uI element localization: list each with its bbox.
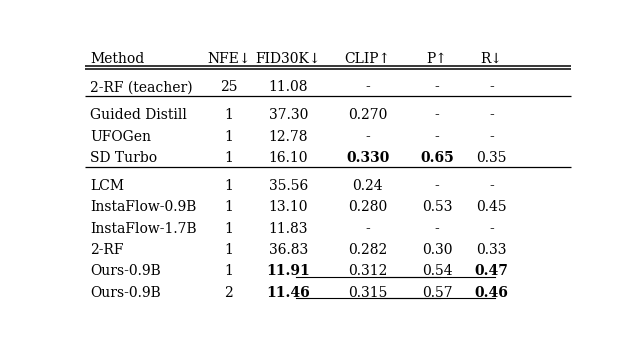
Text: 11.46: 11.46 (266, 286, 310, 300)
Text: 1: 1 (225, 151, 233, 165)
Text: 1: 1 (225, 264, 233, 278)
Text: CLIP↑: CLIP↑ (344, 52, 391, 66)
Text: 0.270: 0.270 (348, 108, 387, 122)
Text: InstaFlow-0.9B: InstaFlow-0.9B (90, 200, 196, 214)
Text: 0.315: 0.315 (348, 286, 387, 300)
Text: 0.330: 0.330 (346, 151, 389, 165)
Text: 36.83: 36.83 (269, 243, 308, 257)
Text: NFE↓: NFE↓ (207, 52, 250, 66)
Text: 1: 1 (225, 222, 233, 236)
Text: 12.78: 12.78 (269, 129, 308, 144)
Text: 0.280: 0.280 (348, 200, 387, 214)
Text: 0.24: 0.24 (353, 179, 383, 193)
Text: -: - (490, 80, 494, 94)
Text: 16.10: 16.10 (269, 151, 308, 165)
Text: 13.10: 13.10 (269, 200, 308, 214)
Text: LCM: LCM (90, 179, 124, 193)
Text: P↑: P↑ (427, 52, 447, 66)
Text: -: - (435, 108, 440, 122)
Text: 0.30: 0.30 (422, 243, 452, 257)
Text: UFOGen: UFOGen (90, 129, 151, 144)
Text: -: - (435, 179, 440, 193)
Text: Guided Distill: Guided Distill (90, 108, 187, 122)
Text: 0.54: 0.54 (422, 264, 452, 278)
Text: R↓: R↓ (481, 52, 502, 66)
Text: Method: Method (90, 52, 144, 66)
Text: 0.65: 0.65 (420, 151, 454, 165)
Text: FID30K↓: FID30K↓ (255, 52, 321, 66)
Text: 25: 25 (220, 80, 237, 94)
Text: -: - (435, 222, 440, 236)
Text: -: - (435, 129, 440, 144)
Text: 0.35: 0.35 (476, 151, 507, 165)
Text: 1: 1 (225, 243, 233, 257)
Text: 11.91: 11.91 (266, 264, 310, 278)
Text: -: - (365, 80, 370, 94)
Text: 1: 1 (225, 108, 233, 122)
Text: SD Turbo: SD Turbo (90, 151, 157, 165)
Text: 0.33: 0.33 (476, 243, 507, 257)
Text: 11.83: 11.83 (269, 222, 308, 236)
Text: 0.45: 0.45 (476, 200, 507, 214)
Text: 0.312: 0.312 (348, 264, 387, 278)
Text: 11.08: 11.08 (269, 80, 308, 94)
Text: 35.56: 35.56 (269, 179, 308, 193)
Text: -: - (365, 222, 370, 236)
Text: 2-RF: 2-RF (90, 243, 124, 257)
Text: 0.53: 0.53 (422, 200, 452, 214)
Text: -: - (490, 129, 494, 144)
Text: -: - (490, 179, 494, 193)
Text: Ours-0.9B: Ours-0.9B (90, 264, 161, 278)
Text: 0.46: 0.46 (475, 286, 509, 300)
Text: InstaFlow-1.7B: InstaFlow-1.7B (90, 222, 196, 236)
Text: 0.282: 0.282 (348, 243, 387, 257)
Text: 37.30: 37.30 (269, 108, 308, 122)
Text: -: - (435, 80, 440, 94)
Text: 1: 1 (225, 200, 233, 214)
Text: -: - (365, 129, 370, 144)
Text: Ours-0.9B: Ours-0.9B (90, 286, 161, 300)
Text: 0.47: 0.47 (475, 264, 509, 278)
Text: 0.57: 0.57 (422, 286, 452, 300)
Text: 2: 2 (225, 286, 233, 300)
Text: -: - (490, 222, 494, 236)
Text: 1: 1 (225, 179, 233, 193)
Text: 2-RF (teacher): 2-RF (teacher) (90, 80, 193, 94)
Text: -: - (490, 108, 494, 122)
Text: 1: 1 (225, 129, 233, 144)
